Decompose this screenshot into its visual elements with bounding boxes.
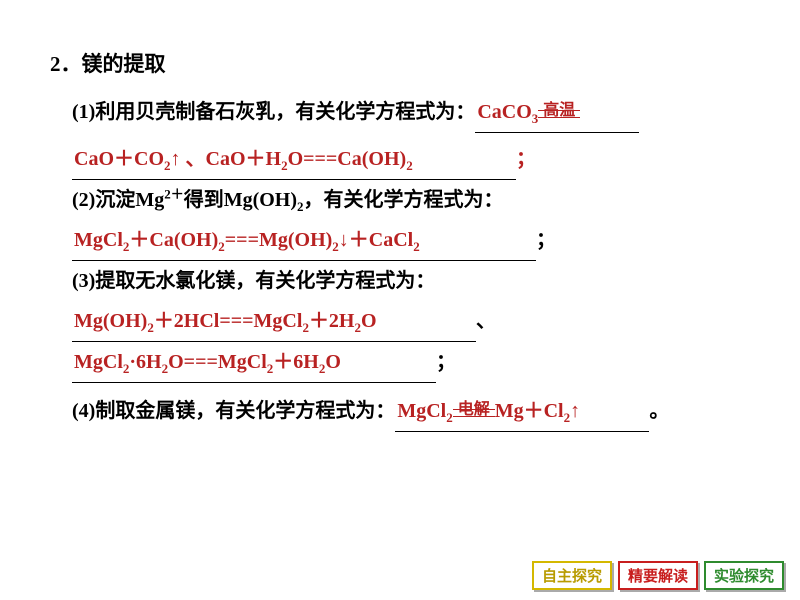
eq1-line2: CaO＋CO2↑ 、CaO＋H2O===Ca(OH)2: [74, 148, 413, 170]
item2-tail: ；: [536, 229, 556, 251]
item2-blank: MgCl2＋Ca(OH)2===Mg(OH)2↓＋CaCl2: [72, 220, 536, 261]
item4-tail: 。: [649, 400, 669, 422]
eq1-semi: ；: [516, 148, 536, 170]
section-heading: 2．镁的提取: [50, 48, 750, 78]
eq2: MgCl2＋Ca(OH)2===Mg(OH)2↓＋CaCl2: [74, 229, 420, 251]
item3-prefix: (3)提取无水氯化镁，有关化学方程式为：: [72, 270, 435, 292]
btn-explore[interactable]: 自主探究: [532, 561, 612, 590]
btn-interpret[interactable]: 精要解读: [618, 561, 698, 590]
btn-experiment[interactable]: 实验探究: [704, 561, 784, 590]
eq4: MgCl2: [397, 400, 452, 422]
item-2-line2: MgCl2＋Ca(OH)2===Mg(OH)2↓＋CaCl2 ；: [72, 220, 750, 261]
item-2-line1: (2)沉淀Mg2＋得到Mg(OH)2，有关化学方程式为：: [72, 180, 750, 220]
item-3-line1: (3)提取无水氯化镁，有关化学方程式为：: [72, 261, 750, 301]
item3-tail: ；: [436, 351, 456, 373]
eq4-right: Mg＋Cl2↑: [495, 400, 580, 422]
item-1-line2: CaO＋CO2↑ 、CaO＋H2O===Ca(OH)2 ；: [72, 139, 750, 180]
eq3b: MgCl2·6H2O===MgCl2＋6H2O: [74, 351, 341, 373]
item1-blank-b: CaO＋CO2↑ 、CaO＋H2O===Ca(OH)2: [72, 139, 516, 180]
slide-content: 2．镁的提取 (1)利用贝壳制备石灰乳，有关化学方程式为： CaCO3高温 Ca…: [0, 0, 800, 432]
item3-sep: 、: [476, 310, 496, 332]
item-4-line1: (4)制取金属镁，有关化学方程式为： MgCl2电解Mg＋Cl2↑ 。: [72, 391, 750, 432]
item3-blank-a: Mg(OH)2＋2HCl===MgCl2＋2H2O: [72, 301, 476, 342]
item-3-line3: MgCl2·6H2O===MgCl2＋6H2O ；: [72, 342, 750, 383]
item1-blank-a: CaCO3高温: [475, 92, 639, 133]
item3-blank-b: MgCl2·6H2O===MgCl2＋6H2O: [72, 342, 436, 383]
item2-prefix: (2)沉淀Mg2＋得到Mg(OH)2，有关化学方程式为：: [72, 189, 504, 211]
item-3-line2: Mg(OH)2＋2HCl===MgCl2＋2H2O 、: [72, 301, 750, 342]
item4-blank: MgCl2电解Mg＋Cl2↑: [395, 391, 649, 432]
item1-prefix: (1)利用贝壳制备石灰乳，有关化学方程式为：: [72, 101, 475, 123]
item-1-line1: (1)利用贝壳制备石灰乳，有关化学方程式为： CaCO3高温: [72, 92, 750, 133]
eq3a: Mg(OH)2＋2HCl===MgCl2＋2H2O: [74, 310, 377, 332]
eq1-left: CaCO3: [477, 101, 538, 123]
item4-prefix: (4)制取金属镁，有关化学方程式为：: [72, 400, 395, 422]
nav-buttons: 自主探究 精要解读 实验探究: [532, 561, 784, 590]
